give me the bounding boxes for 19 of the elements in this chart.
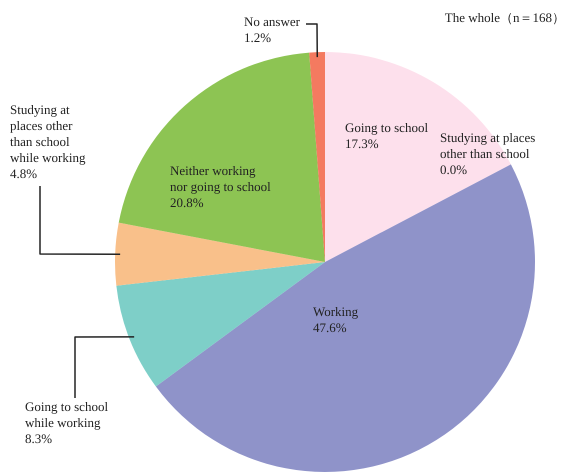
pie-slice	[156, 164, 535, 472]
data-label: 1.2%	[244, 30, 272, 45]
data-label: 47.6%	[313, 320, 347, 335]
data-label: 20.8%	[170, 195, 204, 210]
slice-label: Going to school while working	[25, 399, 108, 430]
data-label: 8.3%	[25, 431, 52, 446]
slice-label: Studying at places other than school while working	[10, 102, 86, 165]
data-label: 4.8%	[10, 166, 38, 181]
text: 0.0%	[440, 162, 468, 177]
chart-title: The whole（n＝168）	[444, 10, 565, 25]
slice-label: Working	[313, 304, 359, 319]
pie-slice	[309, 52, 325, 262]
data-label: 17.3%	[345, 136, 379, 151]
pie-slice	[115, 222, 325, 286]
slice-label: No answer	[244, 14, 301, 29]
slice-label: Going to school	[345, 120, 428, 135]
category-label: Studying at places other than school	[440, 130, 536, 161]
slice-label: Neither working nor going to school	[170, 163, 272, 194]
pie-slice	[118, 52, 325, 262]
